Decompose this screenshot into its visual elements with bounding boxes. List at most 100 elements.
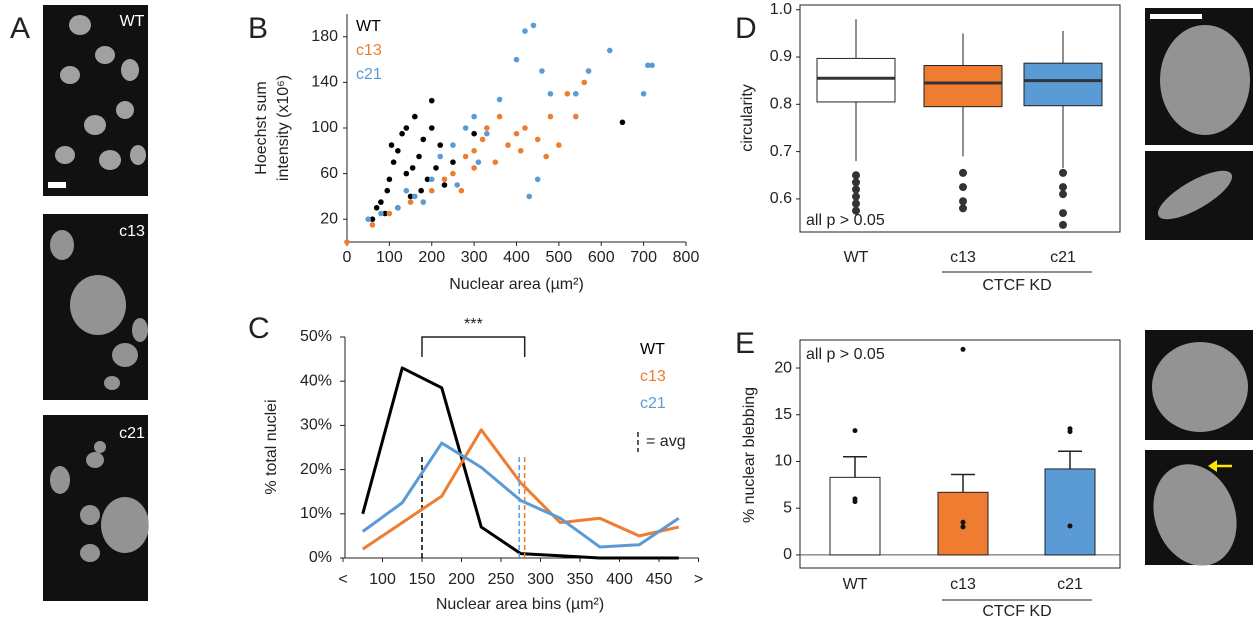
error-bar xyxy=(951,473,975,493)
point xyxy=(471,130,477,137)
x-tick-label: 400 xyxy=(606,571,633,588)
point xyxy=(585,68,592,74)
point xyxy=(418,187,424,194)
y-tick-label: 0.7 xyxy=(770,143,792,160)
point xyxy=(534,176,541,183)
x-tick-label: 200 xyxy=(448,571,475,588)
point xyxy=(462,153,469,160)
point xyxy=(395,205,401,211)
point xyxy=(399,130,405,137)
point xyxy=(496,113,503,120)
y-tick-label: 40% xyxy=(300,372,332,389)
x-tick-label: c21 xyxy=(1057,576,1083,593)
legend-entry: c13 xyxy=(640,368,666,385)
point xyxy=(409,165,416,171)
point xyxy=(471,148,477,154)
outlier xyxy=(1059,183,1067,192)
x-tick-label: 700 xyxy=(630,249,657,266)
y-tick-label: 0.8 xyxy=(770,96,792,113)
image-label: c13 xyxy=(119,223,145,240)
point xyxy=(433,165,439,171)
point xyxy=(378,199,384,205)
point xyxy=(450,170,456,177)
image-wt xyxy=(43,5,148,196)
point xyxy=(564,91,571,97)
point xyxy=(441,182,448,188)
outlier xyxy=(852,185,860,194)
point xyxy=(539,68,545,74)
group-label: CTCF KD xyxy=(982,277,1051,294)
y-tick-label: 10% xyxy=(300,505,332,522)
replicate-point xyxy=(960,524,966,530)
y-tick-label: 20 xyxy=(320,210,338,227)
y-axis-label: intensity (x10⁶) xyxy=(275,75,292,181)
outlier xyxy=(852,178,860,187)
legend-entry: c21 xyxy=(356,66,382,83)
point xyxy=(437,153,444,160)
point xyxy=(420,199,427,205)
point xyxy=(403,187,410,194)
x-tick-label: 100 xyxy=(376,249,403,266)
point xyxy=(517,148,524,154)
outlier xyxy=(852,199,860,208)
bar xyxy=(829,476,881,556)
outlier xyxy=(852,171,860,180)
point xyxy=(522,125,528,131)
x-tick-label: < xyxy=(338,571,347,588)
x-tick-label: 250 xyxy=(488,571,515,588)
point xyxy=(424,176,431,183)
point xyxy=(530,22,537,29)
point xyxy=(475,159,482,165)
point xyxy=(384,187,391,194)
y-tick-label: 180 xyxy=(311,28,338,45)
outlier xyxy=(1059,209,1067,218)
point xyxy=(573,113,579,120)
point xyxy=(407,199,414,205)
outlier xyxy=(1059,168,1067,177)
avg-key-label: = avg xyxy=(646,433,686,450)
point xyxy=(505,142,511,148)
point xyxy=(454,182,460,188)
line xyxy=(361,366,679,560)
point xyxy=(547,113,554,120)
y-tick-label: 0.6 xyxy=(770,190,792,207)
y-tick-label: 20% xyxy=(300,461,332,478)
x-tick-label: 500 xyxy=(546,249,573,266)
point xyxy=(479,136,486,143)
replicate-point xyxy=(1067,429,1073,435)
point xyxy=(471,113,477,120)
point xyxy=(458,187,465,194)
x-tick-label: > xyxy=(694,571,703,588)
y-tick-label: 1.0 xyxy=(770,1,792,18)
y-tick-label: 140 xyxy=(311,74,338,91)
outlier xyxy=(959,168,967,177)
bar xyxy=(1044,468,1096,556)
replicate-point xyxy=(960,519,966,525)
panel-label: D xyxy=(735,12,757,45)
outlier xyxy=(959,197,967,206)
y-tick-label: 10 xyxy=(774,453,792,470)
y-tick-label: 20 xyxy=(774,359,792,376)
plot-frame xyxy=(799,339,1121,569)
y-axis-label: % nuclear blebbing xyxy=(741,387,758,523)
x-tick-label: 600 xyxy=(588,249,615,266)
point xyxy=(369,216,376,222)
outlier xyxy=(852,192,860,201)
point xyxy=(378,210,384,217)
x-axis-label: Nuclear area bins (µm²) xyxy=(436,596,604,613)
point xyxy=(547,91,554,97)
point xyxy=(395,148,401,154)
significance-bracket xyxy=(421,336,526,357)
point xyxy=(407,193,414,200)
x-tick-label: c13 xyxy=(950,249,976,266)
point xyxy=(513,130,520,137)
x-tick-label: 300 xyxy=(527,571,554,588)
x-tick-label: WT xyxy=(843,576,868,593)
point xyxy=(365,216,371,222)
legend-entry: WT xyxy=(356,18,381,35)
box xyxy=(816,57,896,103)
point xyxy=(373,205,380,211)
panel-label: A xyxy=(10,12,30,45)
y-tick-label: 5 xyxy=(783,499,792,516)
